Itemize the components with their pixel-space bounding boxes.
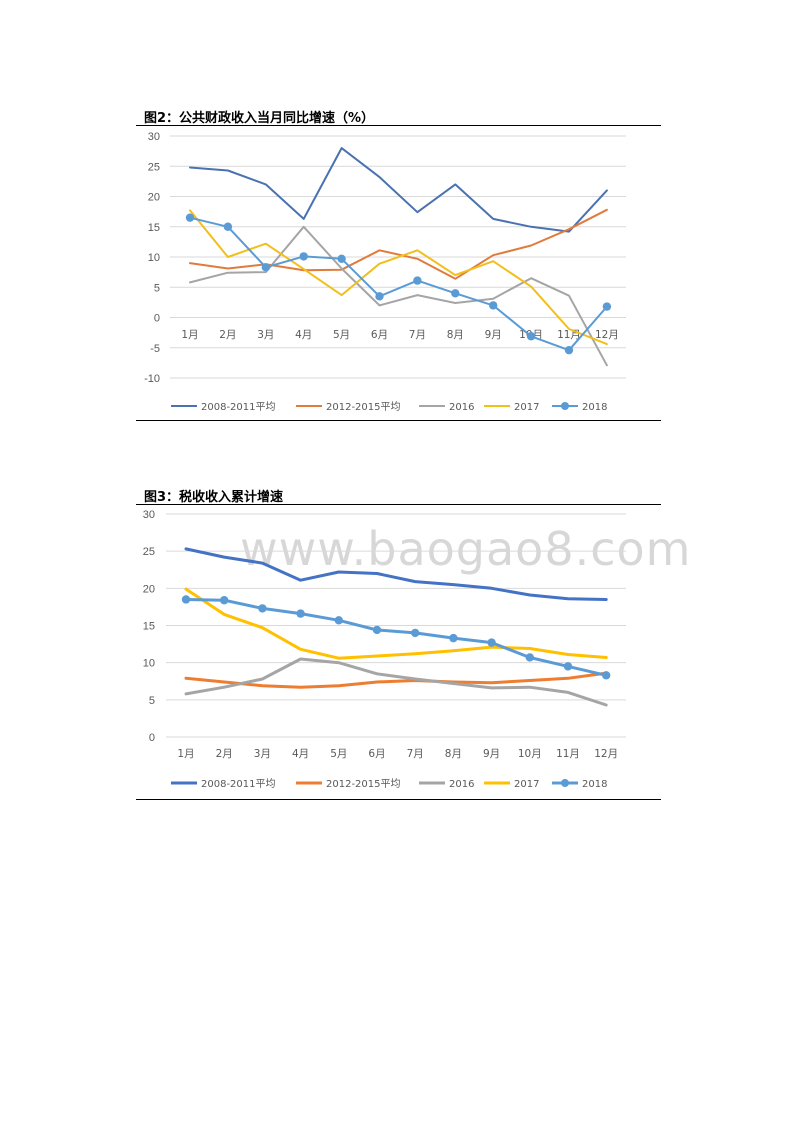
chart1-point-2018	[451, 289, 460, 298]
chart1-point-2018	[185, 213, 195, 222]
chart1-ytick-label: 15	[148, 222, 160, 234]
chart2-ytick-label: 25	[143, 546, 155, 558]
chart1-series-line-2008-2011平均	[189, 147, 608, 233]
chart1-ytick-label: -10	[144, 373, 160, 385]
chart1-point-2018	[602, 302, 612, 311]
chart2-series-line-2017	[184, 587, 608, 660]
watermark: www.baogao8.com	[240, 522, 692, 576]
chart2-xtick-label: 8月	[445, 748, 462, 760]
chart1-series-line-2016	[189, 225, 608, 367]
chart1-point-2018	[413, 276, 422, 285]
chart2-xtick-label: 10月	[518, 748, 542, 760]
chart1-legend-label: 2017	[514, 402, 539, 413]
chart2-top-rule	[136, 504, 661, 505]
chart1-point-2018	[299, 252, 308, 261]
chart2-point-2018	[525, 653, 534, 662]
chart1-xtick-label: 1月	[181, 329, 198, 341]
chart2-legend-label: 2016	[449, 779, 474, 790]
chart2-xtick-label: 5月	[330, 748, 347, 760]
chart1-ytick-label: -5	[150, 343, 160, 355]
chart2-xtick-label: 11月	[556, 748, 580, 760]
chart2-ytick-label: 20	[143, 583, 155, 595]
chart1-point-2018	[526, 332, 536, 341]
chart2-bottom-rule	[136, 799, 661, 800]
chart2-xtick-label: 1月	[177, 748, 194, 760]
chart1-plot: -10-50510152025301月2月3月4月5月6月7月8月9月10月11…	[144, 131, 626, 413]
chart2-title: 图3：税收收入累计增速	[144, 490, 284, 505]
chart2-xtick-label: 4月	[292, 748, 309, 760]
chart1-point-2018	[337, 254, 346, 264]
chart1-series-line-2017	[189, 209, 608, 346]
chart1-series-line-2012-2015平均	[189, 208, 608, 280]
chart2-ytick-label: 0	[149, 732, 155, 744]
chart1-xtick-label: 7月	[409, 329, 426, 341]
chart1-ytick-label: 5	[154, 282, 160, 294]
chart2-legend-label: 2012-2015平均	[326, 778, 401, 790]
chart2-point-2018	[449, 633, 458, 643]
chart1-ytick-label: 20	[148, 192, 160, 204]
chart1-ytick-label: 0	[154, 313, 160, 325]
chart1-xtick-label: 3月	[257, 329, 274, 341]
chart1-point-2018	[564, 345, 574, 355]
chart1-xtick-label: 9月	[485, 329, 502, 341]
chart1-legend-marker	[561, 402, 569, 410]
chart2-point-2018	[372, 625, 382, 635]
chart2-xtick-label: 3月	[254, 748, 271, 760]
chart2-xtick-label: 9月	[483, 748, 500, 760]
chart2-point-2018	[334, 616, 343, 625]
chart1-point-2018	[261, 263, 270, 272]
chart1-legend-label: 2016	[449, 402, 474, 413]
chart2-point-2018	[220, 596, 229, 605]
chart2-series-line-2018	[184, 598, 608, 677]
chart2-legend-label: 2018	[582, 779, 607, 790]
chart2-ytick-label: 10	[143, 658, 155, 670]
chart1-legend-label: 2018	[582, 402, 607, 413]
chart2-point-2018	[258, 604, 267, 613]
chart1-title: 图2：公共财政收入当月同比增速（%）	[144, 111, 375, 126]
chart2-series-line-2008-2011平均	[184, 547, 608, 601]
chart1-top-rule	[136, 125, 661, 126]
chart2-point-2018	[602, 671, 611, 680]
chart2-plot: 0 5 10 15 20 25 30 1月 2月 3月 4月 5月 6月 7月 8月 9月 10月 11月 12月 2…	[143, 509, 626, 790]
chart2-ytick-label: 15	[143, 621, 155, 633]
chart2-point-2018	[563, 662, 573, 671]
chart1-legend-label: 2008-2011平均	[201, 401, 276, 413]
chart2-point-2018	[487, 638, 496, 647]
chart1-xtick-label: 4月	[295, 329, 312, 341]
chart2-xtick-label: 7月	[407, 748, 424, 760]
chart1-point-2018	[489, 301, 498, 310]
chart2-series-line-2016	[184, 657, 608, 707]
chart2-legend-label: 2017	[514, 779, 539, 790]
chart2-legend-label: 2008-2011平均	[201, 778, 276, 790]
chart2-series-line-2012-2015平均	[184, 671, 608, 689]
chart2-point-2018	[181, 595, 191, 604]
chart1-legend-label: 2012-2015平均	[326, 401, 401, 413]
chart2-legend-marker	[561, 779, 569, 787]
chart2-point-2018	[296, 609, 305, 618]
chart1-ytick-label: 30	[148, 131, 160, 143]
chart1-point-2018	[375, 292, 384, 301]
chart2-ytick-label: 30	[143, 509, 155, 521]
chart2-point-2018	[411, 628, 420, 638]
chart2-xtick-label: 2月	[216, 748, 233, 760]
chart1-series-line-2018	[189, 216, 608, 352]
chart2-xtick-label: 6月	[368, 748, 385, 760]
chart1-ytick-label: 10	[148, 252, 160, 264]
chart1-point-2018	[223, 222, 233, 231]
chart1-xtick-label: 5月	[333, 329, 350, 341]
chart2-ytick-label: 5	[149, 695, 155, 707]
chart1-ytick-label: 25	[148, 161, 160, 173]
chart1-xtick-label: 12月	[595, 329, 619, 341]
chart1-xtick-label: 8月	[447, 329, 464, 341]
chart2-xtick-label: 12月	[594, 748, 618, 760]
chart1-bottom-rule	[136, 420, 661, 421]
chart1-xtick-label: 2月	[219, 329, 236, 341]
chart1-xtick-label: 6月	[371, 329, 388, 341]
